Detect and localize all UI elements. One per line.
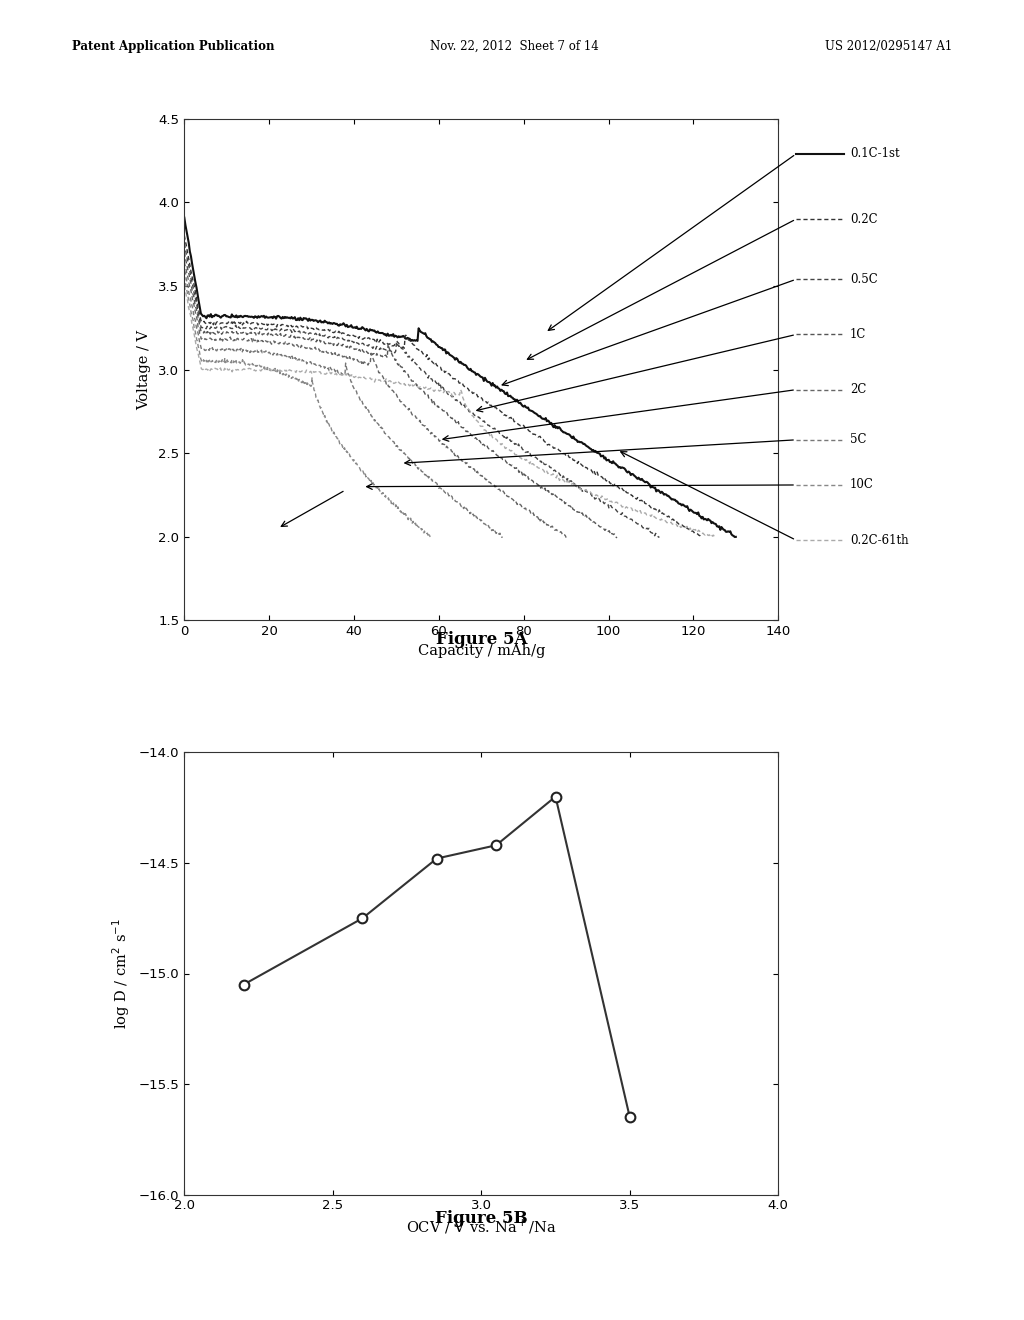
Text: 10C: 10C [850, 478, 873, 491]
Text: 0.1C-1st: 0.1C-1st [850, 148, 899, 161]
Text: 0.2C-61th: 0.2C-61th [850, 533, 908, 546]
Text: 1C: 1C [850, 327, 866, 341]
Text: Figure 5B: Figure 5B [435, 1210, 527, 1228]
X-axis label: OCV / V vs. Na$^+$/Na: OCV / V vs. Na$^+$/Na [406, 1218, 557, 1237]
Text: US 2012/0295147 A1: US 2012/0295147 A1 [825, 40, 952, 53]
Text: 5C: 5C [850, 433, 866, 446]
Text: 0.5C: 0.5C [850, 273, 878, 286]
Text: Nov. 22, 2012  Sheet 7 of 14: Nov. 22, 2012 Sheet 7 of 14 [430, 40, 599, 53]
Y-axis label: log D / cm$^2$ s$^{-1}$: log D / cm$^2$ s$^{-1}$ [110, 917, 132, 1030]
Text: Patent Application Publication: Patent Application Publication [72, 40, 274, 53]
Y-axis label: Voltage / V: Voltage / V [137, 330, 152, 409]
Text: 2C: 2C [850, 383, 866, 396]
X-axis label: Capacity / mAh/g: Capacity / mAh/g [418, 644, 545, 657]
Text: Figure 5A: Figure 5A [435, 631, 527, 648]
Text: 0.2C: 0.2C [850, 213, 878, 226]
